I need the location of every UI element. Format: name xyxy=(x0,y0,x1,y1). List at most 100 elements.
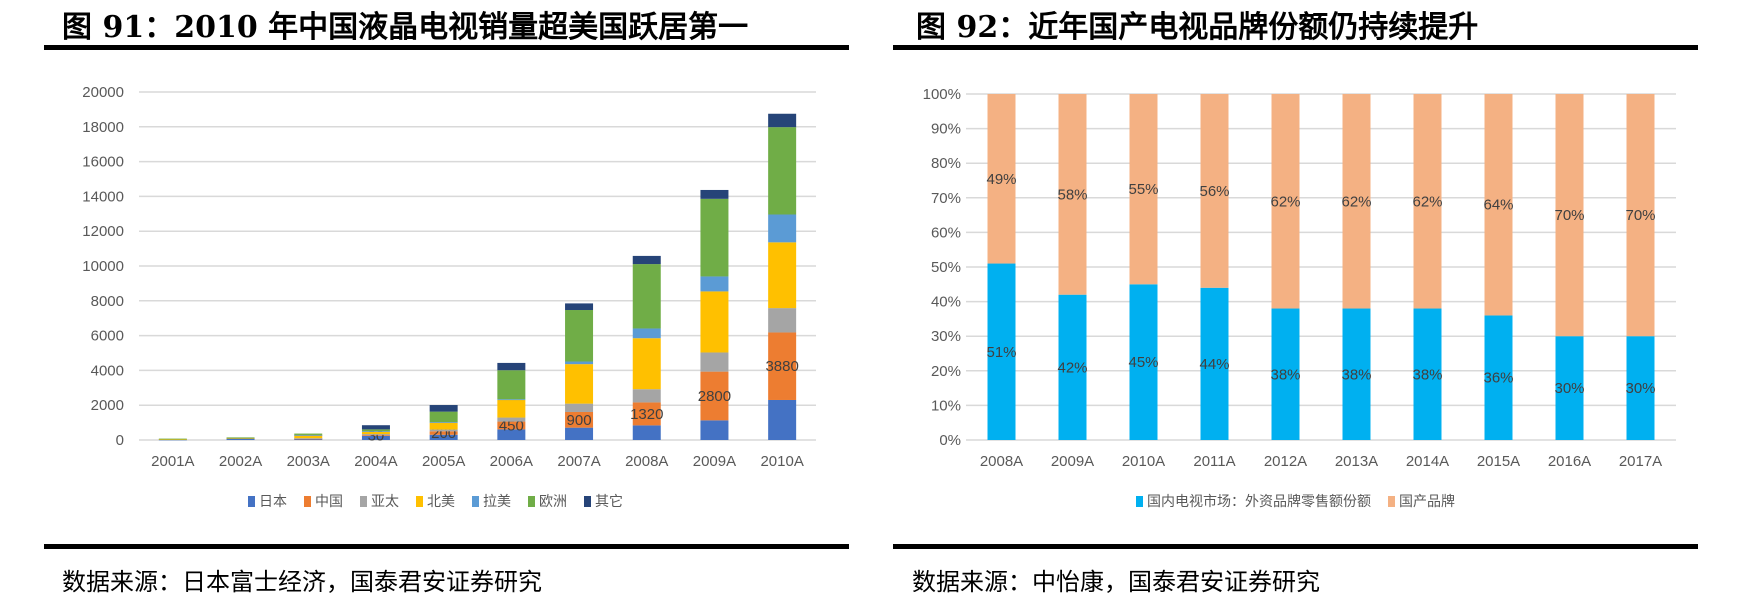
data-label: 70% xyxy=(1554,207,1584,224)
data-label: 36% xyxy=(1483,370,1513,387)
legend-swatch xyxy=(304,496,311,507)
bar-segment xyxy=(632,425,661,440)
data-label: 450 xyxy=(499,417,524,434)
x-tick-label: 2004A xyxy=(354,453,397,470)
y-tick-label: 50% xyxy=(931,259,961,276)
y-tick-label: 2000 xyxy=(91,397,124,414)
data-label: 38% xyxy=(1412,366,1442,383)
x-tick-label: 2013A xyxy=(1335,453,1378,470)
y-tick-label: 6000 xyxy=(91,328,124,345)
bar-segment xyxy=(429,422,458,423)
x-tick-label: 2006A xyxy=(490,453,533,470)
y-tick-label: 18000 xyxy=(82,119,124,136)
legend-swatch xyxy=(416,496,423,507)
bar-segment xyxy=(497,417,526,422)
bar-segment xyxy=(565,303,594,311)
bar-segment xyxy=(565,361,594,365)
bar-segment xyxy=(768,399,797,440)
bar-segment xyxy=(497,429,526,440)
legend-label: 其它 xyxy=(595,493,623,510)
bar-segment xyxy=(565,427,594,440)
bar-segment xyxy=(361,431,390,432)
bar-segment xyxy=(1058,294,1087,440)
x-tick-label: 2010A xyxy=(760,453,803,470)
y-tick-label: 8000 xyxy=(91,293,124,310)
bar-segment xyxy=(700,291,729,353)
legend-swatch xyxy=(1388,496,1395,507)
y-tick-label: 10% xyxy=(931,397,961,414)
bar-segment xyxy=(1271,308,1300,440)
left-source: 数据来源：日本富士经济，国泰君安证券研究 xyxy=(62,568,542,596)
x-tick-label: 2008A xyxy=(980,453,1023,470)
x-tick-label: 2012A xyxy=(1264,453,1307,470)
legend-label: 国内电视市场：外资品牌零售额份额 xyxy=(1147,493,1371,510)
bar-segment xyxy=(700,189,729,199)
bar-segment xyxy=(700,420,729,440)
y-tick-label: 40% xyxy=(931,294,961,311)
bar-segment xyxy=(1626,94,1655,337)
data-label: 62% xyxy=(1270,193,1300,210)
legend-label: 中国 xyxy=(315,494,343,510)
bar-segment xyxy=(429,431,458,435)
left-source-rule xyxy=(44,544,849,549)
x-tick-label: 2016A xyxy=(1548,453,1591,470)
y-tick-label: 12000 xyxy=(82,223,124,240)
bar-segment xyxy=(768,214,797,243)
bar-segment xyxy=(1484,94,1513,316)
right-title-rule xyxy=(893,45,1698,50)
bar-segment xyxy=(361,429,390,432)
left-chart-title: 图 91：2010 年中国液晶电视销量超美国跃居第一 xyxy=(62,10,749,45)
bar-segment xyxy=(768,113,797,128)
legend-label: 欧洲 xyxy=(539,494,567,510)
bar-segment xyxy=(497,399,526,401)
bar-segment xyxy=(294,435,323,439)
y-tick-label: 14000 xyxy=(82,188,124,205)
legend-label: 亚太 xyxy=(371,494,399,510)
bar-segment xyxy=(361,435,390,440)
data-label: 42% xyxy=(1057,359,1087,376)
right-source: 数据来源：中怡康，国泰君安证券研究 xyxy=(912,568,1320,596)
legend-label: 日本 xyxy=(259,494,287,510)
x-tick-label: 2009A xyxy=(693,453,736,470)
y-tick-label: 60% xyxy=(931,224,961,241)
y-tick-label: 80% xyxy=(931,155,961,172)
x-tick-label: 2002A xyxy=(219,453,262,470)
legend-swatch xyxy=(472,496,479,507)
legend-label: 拉美 xyxy=(483,494,511,510)
x-tick-label: 2014A xyxy=(1406,453,1449,470)
x-tick-label: 2015A xyxy=(1477,453,1520,470)
bar-segment xyxy=(1484,315,1513,440)
x-tick-label: 2017A xyxy=(1619,453,1662,470)
bar-segment xyxy=(1271,94,1300,309)
bar-segment xyxy=(632,402,661,426)
bar-segment xyxy=(700,352,729,372)
bar-segment xyxy=(987,94,1016,264)
bar-segment xyxy=(700,198,729,277)
bar-segment xyxy=(1200,94,1229,288)
bar-segment xyxy=(361,431,390,435)
x-tick-label: 2003A xyxy=(287,453,330,470)
legend-label: 北美 xyxy=(427,494,455,510)
data-label: 56% xyxy=(1199,183,1229,200)
legend-swatch xyxy=(248,496,255,507)
bar-segment xyxy=(1555,94,1584,337)
bar-segment xyxy=(1555,336,1584,440)
bar-segment xyxy=(294,434,323,436)
legend-swatch xyxy=(528,496,535,507)
x-tick-label: 2008A xyxy=(625,453,668,470)
bar-segment xyxy=(632,264,661,329)
y-tick-label: 30% xyxy=(931,328,961,345)
bar-segment xyxy=(429,429,458,432)
x-tick-label: 2005A xyxy=(422,453,465,470)
y-tick-label: 16000 xyxy=(82,154,124,171)
y-tick-label: 4000 xyxy=(91,362,124,379)
bar-segment xyxy=(226,438,255,440)
bar-segment xyxy=(987,263,1016,440)
bar-segment xyxy=(1413,94,1442,309)
legend-label: 国产品牌 xyxy=(1399,493,1455,510)
bar-segment xyxy=(1626,336,1655,440)
data-label: 30% xyxy=(1625,380,1655,397)
data-label: 62% xyxy=(1341,193,1371,210)
data-label: 2800 xyxy=(698,388,731,405)
data-label: 58% xyxy=(1057,186,1087,203)
